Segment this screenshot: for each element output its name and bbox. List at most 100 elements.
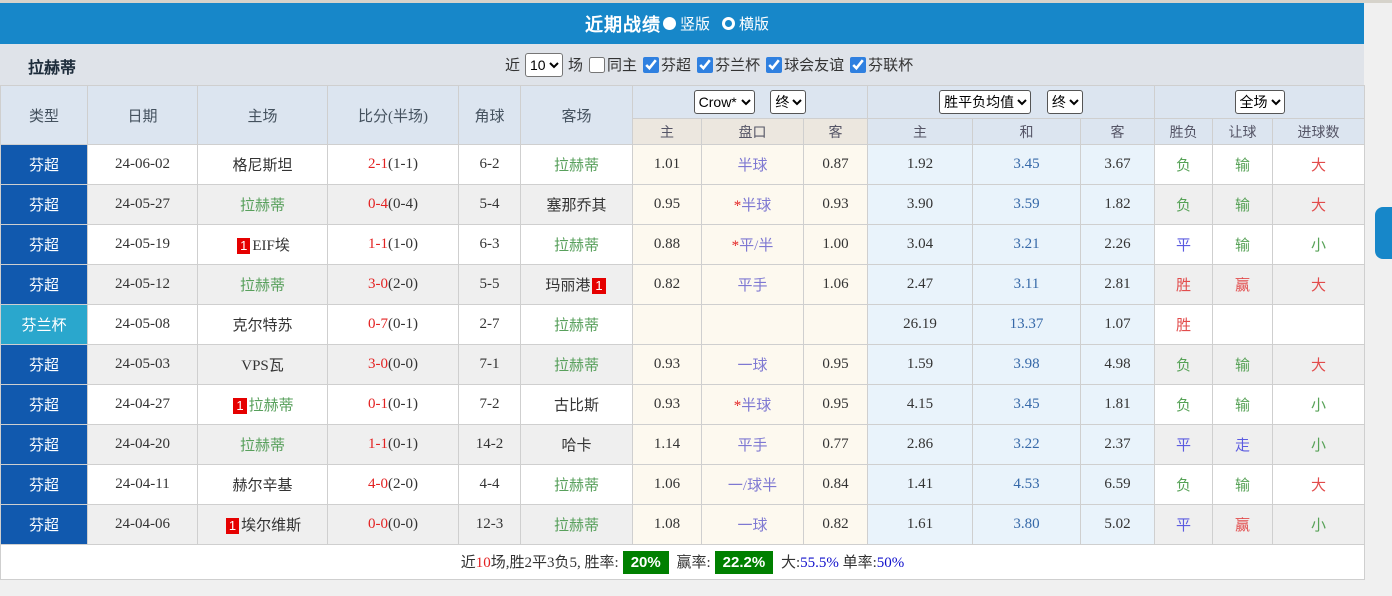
avg-away-odds-cell: 4.98: [1080, 344, 1156, 385]
filter-checkbox-芬联杯[interactable]: [850, 57, 867, 73]
avg-draw-odds-cell: 4.53: [972, 464, 1082, 505]
handicap-result-cell: 输: [1212, 144, 1274, 185]
away-team-cell: 拉赫蒂: [520, 224, 633, 265]
layout-horizontal-label[interactable]: 横版: [739, 16, 770, 33]
wdl-result-cell: 胜: [1154, 304, 1214, 345]
summary-text: 55.5%: [800, 554, 839, 571]
fulltime-score: 2-1: [368, 156, 388, 172]
handicap-line-cell: 一球: [701, 344, 804, 385]
summary-text: 单率:: [838, 554, 877, 571]
goals-result-cell: [1272, 304, 1366, 345]
fulltime-score: 3-0: [368, 276, 388, 292]
subcol-wdl: 胜负: [1154, 118, 1214, 145]
avg-draw-odds-cell: 3.98: [972, 344, 1082, 385]
avg-away-odds-cell: 3.67: [1080, 144, 1156, 185]
handicap-line: 一/球半: [727, 478, 778, 494]
team-name: 克尔特苏: [232, 318, 293, 334]
date-cell: 24-04-20: [87, 424, 198, 465]
handicap-result-cell: [1212, 304, 1274, 345]
date-cell: 24-04-06: [87, 504, 198, 545]
fulltime-score: 0-0: [368, 516, 388, 532]
filter-checkbox-芬兰杯[interactable]: [697, 57, 714, 73]
rate-badge: 22.2%: [714, 550, 774, 574]
match-row: 芬超 24-05-03 VPS瓦 3-0(0-0) 7-1 拉赫蒂 0.93 一球 0.95 1.…: [0, 344, 1366, 385]
handicap-away-odds-cell: 0.84: [802, 464, 869, 505]
handicap-time-select[interactable]: 终: [770, 90, 807, 114]
filter-checkbox-同主[interactable]: [589, 57, 606, 73]
goals-result-cell: 大: [1272, 264, 1366, 305]
match-row: 芬超 24-04-06 1 埃尔维斯 0-0(0-0) 12-3 拉赫蒂 1.08 一球 0.82…: [0, 504, 1366, 545]
fulltime-score: 0-7: [368, 316, 388, 332]
summary-text: 赢率:: [672, 554, 711, 571]
avg-home-odds-cell: 3.04: [867, 224, 974, 265]
home-team-cell: 克尔特苏: [197, 304, 328, 345]
avg-home-odds-cell: 2.47: [867, 264, 974, 305]
away-team-cell: 拉赫蒂: [520, 344, 633, 385]
score-cell: 0-0(0-0): [327, 504, 459, 545]
layout-horizontal-radio[interactable]: [722, 17, 735, 30]
corner-cell: 6-2: [458, 144, 521, 185]
filter-checkbox-球会友谊[interactable]: [766, 57, 783, 73]
layout-vertical-radio[interactable]: [662, 17, 676, 30]
handicap-line-cell: 半球: [701, 144, 804, 185]
handicap-home-odds-cell: 1.06: [632, 464, 702, 505]
filter-checkbox-芬超[interactable]: [643, 57, 660, 73]
subcol-avg-home: 主: [867, 118, 974, 145]
avg-home-odds-cell: 1.61: [867, 504, 974, 545]
result-scope-select[interactable]: 全场: [1234, 90, 1285, 114]
avg-home-odds-cell: 2.86: [867, 424, 974, 465]
subcol-avg-away: 客: [1080, 118, 1156, 145]
subcol-crow-home: 主: [632, 118, 702, 145]
halftime-score: (0-1): [388, 436, 418, 452]
avg-type-select[interactable]: 胜平负均值: [939, 90, 1032, 114]
handicap-line: 平手: [737, 438, 768, 454]
recent-count-select[interactable]: 10: [525, 52, 564, 77]
wdl-result-cell: 负: [1154, 344, 1214, 385]
handicap-home-odds-cell: 1.01: [632, 144, 702, 185]
away-team-cell: 拉赫蒂: [520, 464, 633, 505]
wdl-result-cell: 平: [1154, 224, 1214, 265]
wdl-result-cell: 负: [1154, 464, 1214, 505]
filter-checkbox-label: 芬联杯: [868, 58, 914, 74]
score-cell: 0-1(0-1): [327, 384, 459, 425]
goals-result-cell: 小: [1272, 504, 1366, 545]
league-cell: 芬超: [0, 384, 88, 425]
avg-draw-odds-cell: 13.37: [972, 304, 1082, 345]
team-name: 拉赫蒂: [553, 238, 599, 254]
handicap-result-cell: 输: [1212, 344, 1274, 385]
avg-draw-odds-cell: 3.80: [972, 504, 1082, 545]
subcol-crow-away: 客: [802, 118, 869, 145]
score-cell: 2-1(1-1): [327, 144, 459, 185]
handicap-line-cell: *平/半: [701, 224, 804, 265]
col-header-score: 比分(半场): [327, 85, 459, 145]
halftime-score: (2-0): [388, 276, 418, 292]
handicap-home-odds-cell: 1.14: [632, 424, 702, 465]
handicap-line: 半球: [737, 158, 768, 174]
league-cell: 芬超: [0, 264, 88, 305]
score-cell: 4-0(2-0): [327, 464, 459, 505]
team-name: 埃尔维斯: [241, 518, 302, 534]
home-team-cell: 拉赫蒂: [197, 184, 328, 225]
handicap-line-cell: 一球: [701, 504, 804, 545]
goals-result-cell: 小: [1272, 384, 1366, 425]
handicap-line-cell: *半球: [701, 384, 804, 425]
title-bar: 近期战绩 竖版 横版: [0, 3, 1364, 44]
avg-time-select[interactable]: 终: [1046, 90, 1083, 114]
col-header-corner: 角球: [458, 85, 521, 145]
fulltime-score: 3-0: [368, 356, 388, 372]
home-team-cell: VPS瓦: [197, 344, 328, 385]
score-cell: 3-0(0-0): [327, 344, 459, 385]
score-cell: 1-1(0-1): [327, 424, 459, 465]
side-panel-toggle-button[interactable]: [1375, 207, 1392, 259]
bookmaker-select[interactable]: Crow*: [693, 90, 755, 114]
col-header-away: 客场: [520, 85, 633, 145]
handicap-line-cell: *半球: [701, 184, 804, 225]
layout-vertical-label[interactable]: 竖版: [679, 16, 710, 33]
subcol-crow-pankou: 盘口: [701, 118, 804, 145]
team-name: EIF埃: [252, 238, 290, 254]
avg-draw-odds-cell: 3.45: [972, 384, 1082, 425]
team-name: 拉赫蒂: [553, 518, 599, 534]
filter-controls: 近 10 场 同主 芬超 芬兰杯 球会友谊 芬联杯: [505, 44, 913, 85]
home-team-cell: 1 拉赫蒂: [197, 384, 328, 425]
fulltime-score: 1-1: [368, 436, 388, 452]
